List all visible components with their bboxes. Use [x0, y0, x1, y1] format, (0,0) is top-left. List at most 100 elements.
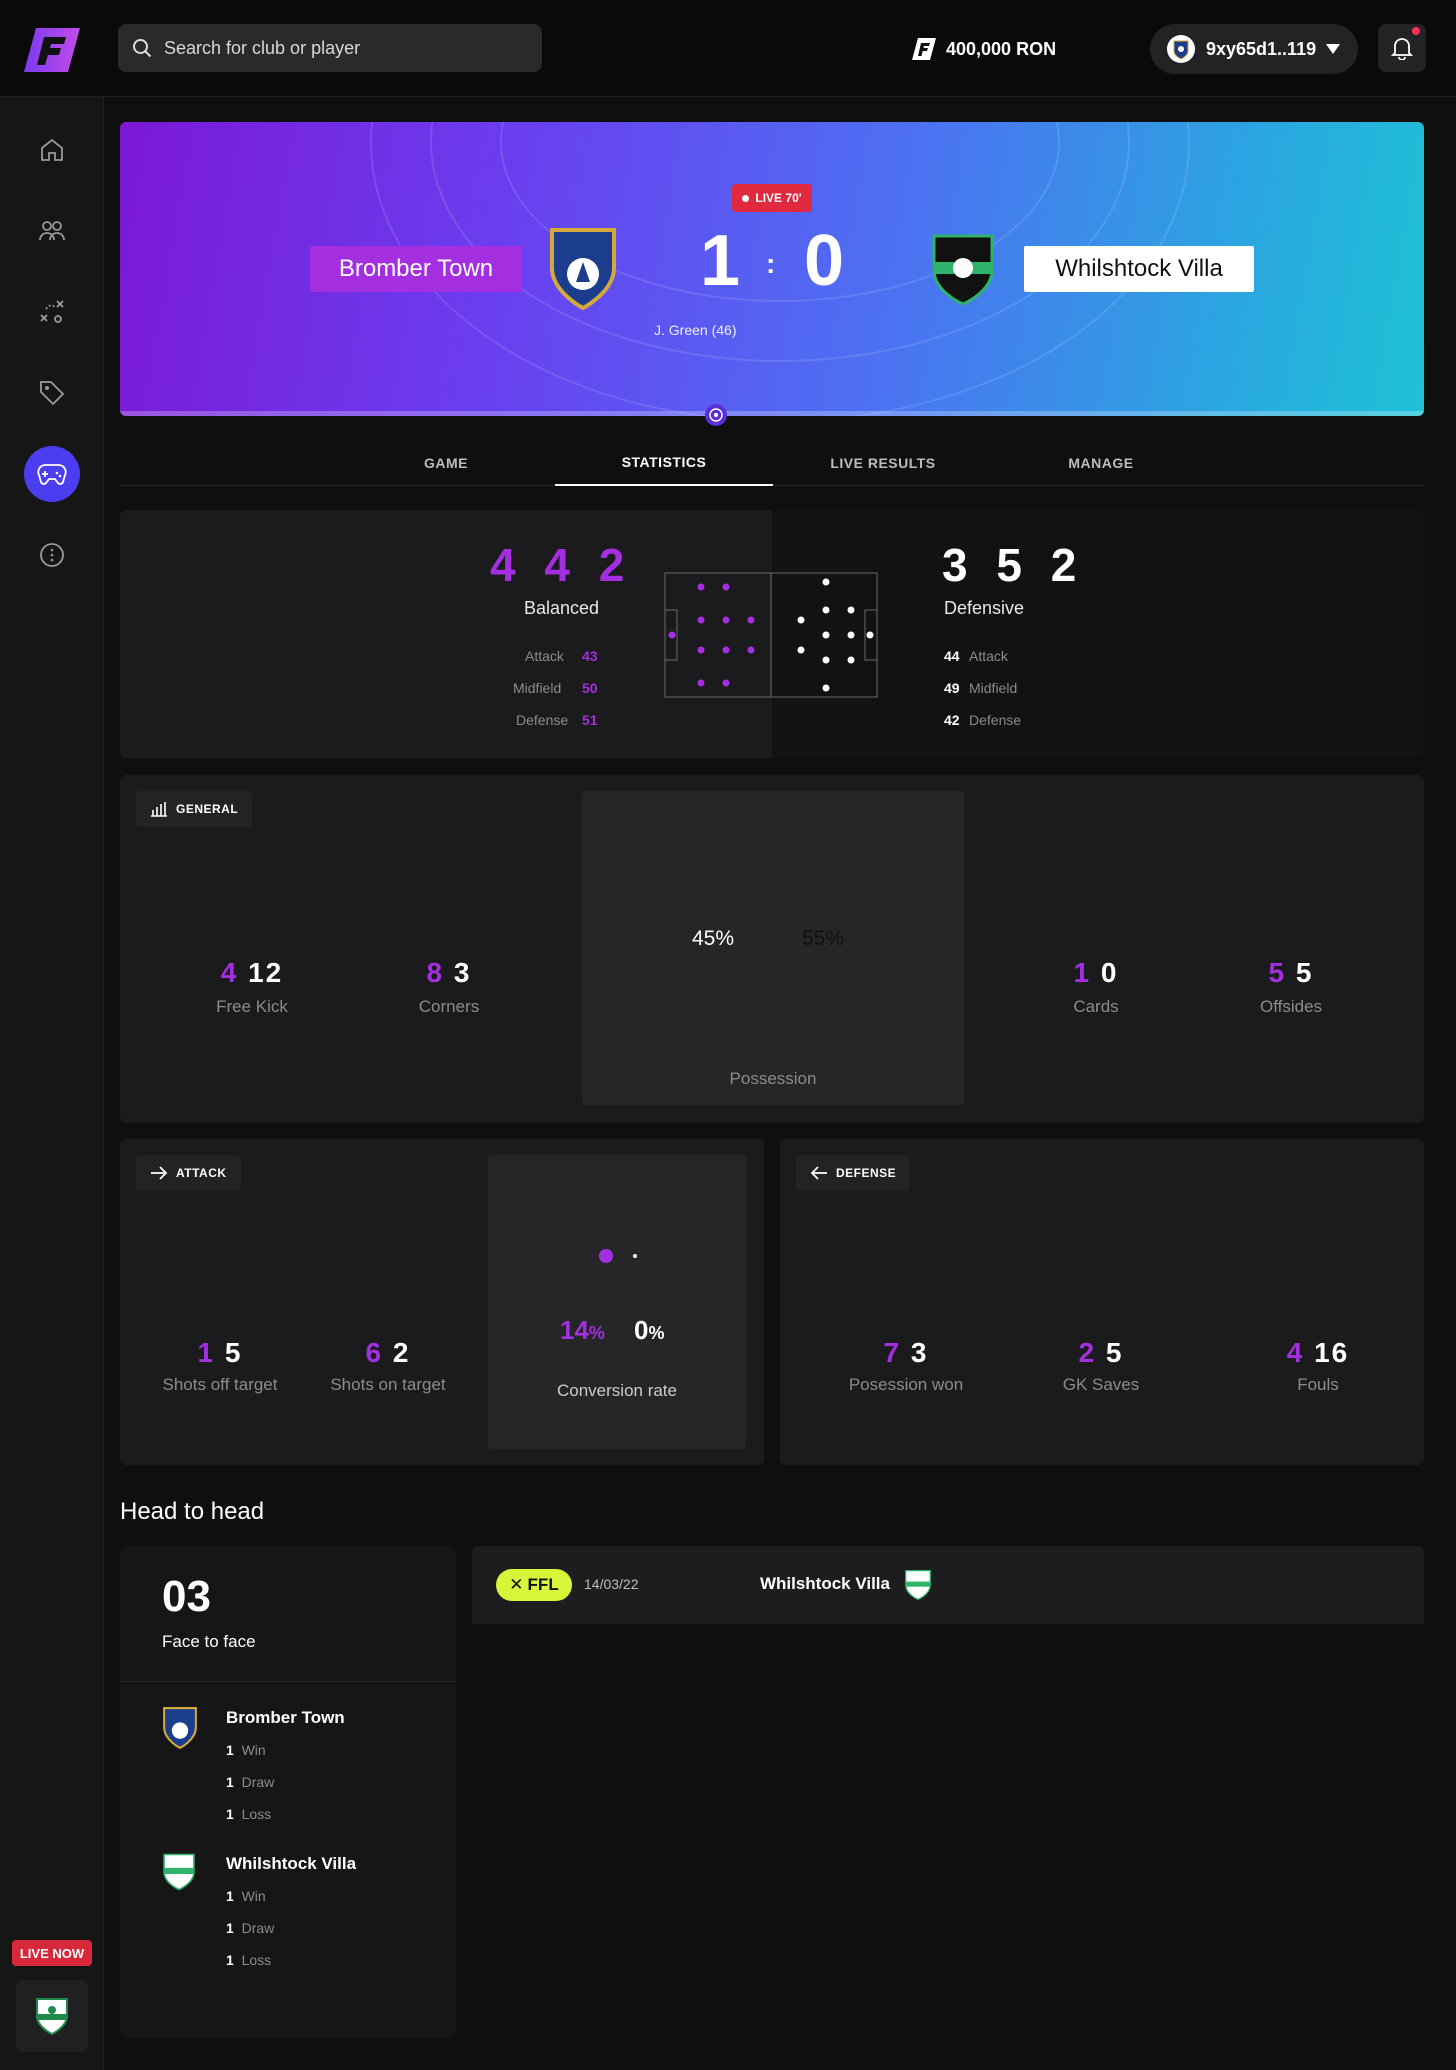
- tab-game[interactable]: GAME: [424, 455, 468, 471]
- away-team-name[interactable]: Whilshtock Villa: [1024, 246, 1254, 292]
- tab-manage[interactable]: MANAGE: [1068, 455, 1134, 471]
- h2h-team-1-win: 1 Win: [226, 1742, 266, 1758]
- shots-on-bars: [378, 1229, 418, 1309]
- conversion-away: 0%: [634, 1315, 665, 1345]
- sidebar-item-market[interactable]: [24, 365, 80, 421]
- h2h-team-1-name: Bromber Town: [226, 1708, 345, 1727]
- possession-won-away: 3: [910, 1337, 929, 1368]
- account-name: 9xy65d1..119: [1206, 38, 1317, 59]
- top-bar: 400,000 RON 9xy65d1..119: [0, 0, 1456, 97]
- shots-off-away: 5: [224, 1337, 243, 1368]
- away-attack-label: Attack: [969, 648, 1008, 664]
- live-badge: LIVE 70': [732, 184, 812, 212]
- search-input[interactable]: [164, 37, 504, 59]
- corners-home: 8: [426, 957, 445, 988]
- coin-icon: [912, 38, 936, 60]
- sidebar-item-home[interactable]: [24, 122, 80, 178]
- sidebar-item-team[interactable]: [24, 203, 80, 259]
- shots-on-home: 6: [365, 1337, 384, 1368]
- offsides-home: 5: [1268, 957, 1287, 988]
- sidebar-item-games[interactable]: [24, 446, 80, 502]
- away-team-crest[interactable]: [930, 232, 996, 313]
- conversion-home: 14%: [560, 1315, 605, 1345]
- fouls-home: 4: [1286, 1337, 1305, 1368]
- general-tag-label: GENERAL: [176, 802, 239, 816]
- gk-saves-values: 2 5: [1041, 1337, 1161, 1369]
- ball-icon: [709, 408, 723, 422]
- h2h-team-2-draw: 1 Draw: [226, 1920, 275, 1936]
- chevron-down-icon: [1326, 44, 1341, 54]
- away-defense-label: Defense: [969, 712, 1022, 728]
- app-logo[interactable]: [24, 28, 80, 72]
- sidebar: [0, 97, 104, 2070]
- match-row: ✕ FFL 14/03/22 Whilshtock Villa: [472, 1546, 1424, 1624]
- free-kick-home: 4: [220, 957, 239, 988]
- live-now-badge[interactable]: LIVE NOW: [12, 1940, 92, 1966]
- sidebar-item-info[interactable]: [24, 527, 80, 583]
- account-menu[interactable]: 9xy65d1..119: [1150, 24, 1358, 74]
- search-bar[interactable]: [118, 24, 542, 72]
- formation-pitch: [664, 572, 878, 698]
- tab-statistics[interactable]: STATISTICS: [555, 440, 773, 486]
- away-midfield-label: Midfield: [969, 680, 1018, 696]
- gk-saves-away: 5: [1105, 1337, 1124, 1368]
- tactics-icon: [40, 300, 64, 323]
- possession-label: Possession: [729, 1069, 817, 1088]
- match-tabs: GAME STATISTICS LIVE RESULTS MANAGE: [120, 440, 1424, 486]
- home-team-name[interactable]: Bromber Town: [310, 246, 522, 292]
- cards-home: 1: [1073, 957, 1092, 988]
- gk-saves-label: GK Saves: [1062, 1375, 1140, 1394]
- away-players: [797, 578, 874, 692]
- corners-ring: [413, 871, 485, 943]
- conversion-card: 14% 0% Conversion rate: [488, 1155, 746, 1449]
- home-team-crest[interactable]: [548, 226, 618, 317]
- conversion-label: Conversion rate: [556, 1381, 677, 1400]
- possession-home-value: 45%: [692, 927, 735, 950]
- home-players: [668, 583, 755, 687]
- h2h-team-2-loss: 1 Loss: [226, 1952, 272, 1968]
- attack-tag: ATTACK: [136, 1155, 241, 1191]
- sidebar-item-tactics[interactable]: [24, 284, 80, 340]
- cards-values: 1 0: [1036, 957, 1156, 989]
- offsides-values: 5 5: [1231, 957, 1351, 989]
- corners-values: 8 3: [389, 957, 509, 989]
- home-scorer: J. Green (46): [654, 322, 737, 338]
- tab-live-results[interactable]: LIVE RESULTS: [830, 455, 936, 471]
- bromber-crest-icon: [163, 1707, 197, 1750]
- ball-marker: [705, 404, 727, 426]
- info-icon: [40, 543, 64, 567]
- arrow-left-icon: [810, 1166, 827, 1180]
- attack-panel: ATTACK 1 5 Shots off target 6 2 Shots on…: [120, 1139, 764, 1465]
- shots-off-bars: [210, 1229, 250, 1309]
- home-attack-label: Attack: [525, 648, 564, 664]
- notifications-button[interactable]: [1378, 24, 1426, 72]
- away-score: 0: [804, 221, 845, 301]
- possession-card: 45% 55% Possession: [582, 791, 964, 1105]
- whilshtock-crest-icon: [36, 1998, 68, 2036]
- offsides-away: 5: [1295, 957, 1314, 988]
- general-panel: GENERAL 4 12 Free Kick 8 3 Corners 45% 5…: [120, 775, 1424, 1123]
- h2h-team-2-win: 1 Win: [226, 1888, 266, 1904]
- h2h-team-2-name: Whilshtock Villa: [226, 1854, 357, 1873]
- defense-panel: DEFENSE 7 3 Posession won 2 5 GK Saves 4…: [780, 1139, 1424, 1465]
- away-attack-value: 44: [944, 648, 960, 664]
- shots-on-label: Shots on target: [330, 1375, 446, 1394]
- shots-on-values: 6 2: [328, 1337, 448, 1369]
- home-defense-label: Defense: [516, 712, 569, 728]
- corners-label: Corners: [418, 997, 480, 1016]
- possession-won-values: 7 3: [846, 1337, 966, 1369]
- live-match-shortcut[interactable]: [16, 1980, 88, 2052]
- home-icon: [41, 138, 63, 161]
- home-style: Balanced: [524, 598, 600, 618]
- live-label: LIVE 70': [755, 191, 802, 205]
- users-icon: [39, 221, 65, 241]
- home-formation: 4 4 2: [490, 539, 633, 591]
- cards-ring: [1060, 871, 1132, 943]
- home-score: 1: [700, 221, 741, 301]
- ffl-x-icon: ✕: [509, 1575, 524, 1594]
- club-crest-icon: [1167, 35, 1195, 63]
- h2h-match-1[interactable]: ✕ FFL 14/03/22 Whilshtock Villa: [472, 1546, 1424, 1678]
- bar-chart-icon: [151, 802, 167, 817]
- search-icon: [133, 39, 152, 58]
- away-formation: 3 5 2: [942, 539, 1085, 591]
